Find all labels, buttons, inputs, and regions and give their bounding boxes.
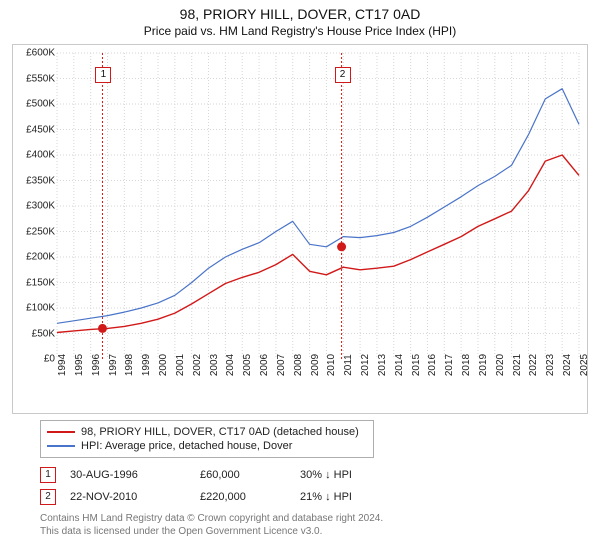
footer-line: Contains HM Land Registry data © Crown c… bbox=[40, 512, 588, 525]
page-title: 98, PRIORY HILL, DOVER, CT17 0AD bbox=[0, 0, 600, 22]
legend-item: HPI: Average price, detached house, Dove… bbox=[47, 439, 367, 453]
sale-row: 2 22-NOV-2010 £220,000 21% ↓ HPI bbox=[40, 486, 588, 508]
y-axis-label: £400K bbox=[15, 150, 55, 161]
x-axis-label: 2021 bbox=[512, 354, 523, 376]
y-axis-label: £600K bbox=[15, 48, 55, 59]
page-subtitle: Price paid vs. HM Land Registry's House … bbox=[0, 22, 600, 38]
y-axis-label: £450K bbox=[15, 124, 55, 135]
x-axis-label: 2009 bbox=[310, 354, 321, 376]
legend-item: 98, PRIORY HILL, DOVER, CT17 0AD (detach… bbox=[47, 425, 367, 439]
x-axis-label: 2013 bbox=[377, 354, 388, 376]
x-axis-label: 1996 bbox=[91, 354, 102, 376]
sale-date: 22-NOV-2010 bbox=[70, 491, 200, 503]
x-axis-label: 2018 bbox=[461, 354, 472, 376]
sale-pct: 30% ↓ HPI bbox=[300, 469, 420, 481]
x-axis-label: 1995 bbox=[74, 354, 85, 376]
x-axis-label: 2014 bbox=[394, 354, 405, 376]
x-axis-label: 2008 bbox=[293, 354, 304, 376]
y-axis-label: £150K bbox=[15, 277, 55, 288]
sale-pct: 21% ↓ HPI bbox=[300, 491, 420, 503]
chart-plot bbox=[57, 53, 579, 359]
x-axis-label: 1994 bbox=[57, 354, 68, 376]
x-axis-label: 1999 bbox=[141, 354, 152, 376]
legend-label: HPI: Average price, detached house, Dove… bbox=[81, 440, 292, 452]
x-axis-label: 2003 bbox=[209, 354, 220, 376]
x-axis-label: 2006 bbox=[259, 354, 270, 376]
x-axis-label: 2001 bbox=[175, 354, 186, 376]
sale-index-box: 1 bbox=[40, 467, 56, 483]
x-axis-label: 2010 bbox=[326, 354, 337, 376]
x-axis-label: 2005 bbox=[242, 354, 253, 376]
sale-row: 1 30-AUG-1996 £60,000 30% ↓ HPI bbox=[40, 464, 588, 486]
x-axis-label: 2020 bbox=[495, 354, 506, 376]
event-marker-box: 2 bbox=[335, 67, 351, 83]
y-axis-label: £550K bbox=[15, 73, 55, 84]
x-axis-label: 1997 bbox=[108, 354, 119, 376]
x-axis-label: 2004 bbox=[225, 354, 236, 376]
y-axis-label: £350K bbox=[15, 175, 55, 186]
legend-swatch bbox=[47, 431, 75, 433]
x-axis-label: 2022 bbox=[528, 354, 539, 376]
x-axis-label: 2016 bbox=[427, 354, 438, 376]
footer-line: This data is licensed under the Open Gov… bbox=[40, 525, 588, 538]
y-axis-label: £100K bbox=[15, 303, 55, 314]
x-axis-label: 2017 bbox=[444, 354, 455, 376]
x-axis-label: 2023 bbox=[545, 354, 556, 376]
x-axis-label: 2015 bbox=[411, 354, 422, 376]
footer-attribution: Contains HM Land Registry data © Crown c… bbox=[40, 512, 588, 538]
x-axis-label: 2019 bbox=[478, 354, 489, 376]
event-marker-box: 1 bbox=[95, 67, 111, 83]
y-axis-label: £200K bbox=[15, 252, 55, 263]
x-axis-label: 2002 bbox=[192, 354, 203, 376]
legend-swatch bbox=[47, 445, 75, 447]
chart-legend: 98, PRIORY HILL, DOVER, CT17 0AD (detach… bbox=[40, 420, 374, 458]
sales-table: 1 30-AUG-1996 £60,000 30% ↓ HPI 2 22-NOV… bbox=[40, 464, 588, 508]
y-axis-label: £300K bbox=[15, 201, 55, 212]
legend-label: 98, PRIORY HILL, DOVER, CT17 0AD (detach… bbox=[81, 426, 359, 438]
y-axis-label: £0 bbox=[15, 354, 55, 365]
x-axis-label: 2012 bbox=[360, 354, 371, 376]
y-axis-label: £500K bbox=[15, 99, 55, 110]
chart: £0 £50K £100K £150K £200K £250K £300K £350K £400… bbox=[12, 44, 588, 414]
x-axis-label: 2025 bbox=[579, 354, 590, 376]
sale-price: £220,000 bbox=[200, 491, 300, 503]
x-axis-label: 2007 bbox=[276, 354, 287, 376]
sale-date: 30-AUG-1996 bbox=[70, 469, 200, 481]
x-axis-label: 2024 bbox=[562, 354, 573, 376]
y-axis-label: £50K bbox=[15, 328, 55, 339]
sale-index-box: 2 bbox=[40, 489, 56, 505]
x-axis-label: 2000 bbox=[158, 354, 169, 376]
sale-price: £60,000 bbox=[200, 469, 300, 481]
x-axis-label: 2011 bbox=[343, 354, 354, 376]
x-axis-label: 1998 bbox=[124, 354, 135, 376]
y-axis-label: £250K bbox=[15, 226, 55, 237]
